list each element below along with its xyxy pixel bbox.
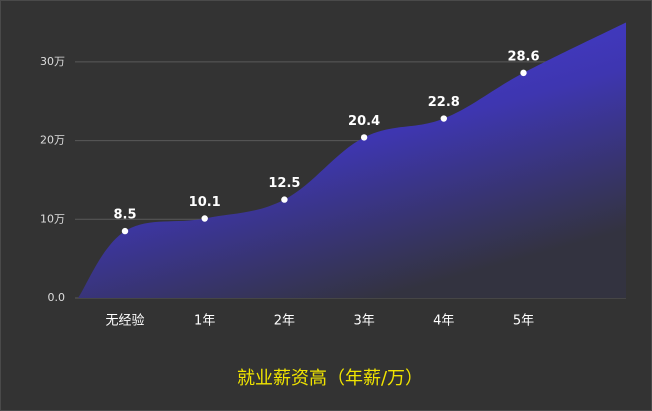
x-tick-label: 无经验 — [105, 313, 144, 329]
data-label: 28.6 — [507, 49, 539, 64]
data-label: 8.5 — [113, 208, 136, 223]
data-label: 22.8 — [428, 95, 460, 110]
y-tick-label: 20万 — [40, 134, 65, 147]
x-tick-label: 5年 — [513, 314, 534, 329]
data-label: 20.4 — [348, 114, 380, 129]
x-tick-label: 3年 — [353, 314, 374, 329]
chart-title: 就业薪资高（年薪/万） — [237, 368, 423, 389]
x-tick-label: 4年 — [433, 314, 454, 329]
point — [360, 134, 368, 141]
plot: 无经验 8.5 1年 10.1 2年 12.5 3年 20.4 4年 22.8 5年 28.6 — [78, 22, 626, 329]
point — [440, 115, 447, 122]
y-tick-label: 0.0 — [48, 291, 66, 304]
y-tick-label: 30万 — [40, 55, 65, 68]
data-label: 10.1 — [189, 195, 221, 210]
y-tick-label: 10万 — [40, 212, 65, 225]
point — [520, 69, 527, 77]
point — [281, 196, 288, 203]
area — [78, 22, 626, 298]
x-tick-label: 1年 — [194, 314, 215, 329]
x-tick-label: 2年 — [274, 314, 295, 329]
point — [121, 227, 129, 235]
point — [201, 215, 208, 222]
data-label: 12.5 — [268, 176, 300, 191]
